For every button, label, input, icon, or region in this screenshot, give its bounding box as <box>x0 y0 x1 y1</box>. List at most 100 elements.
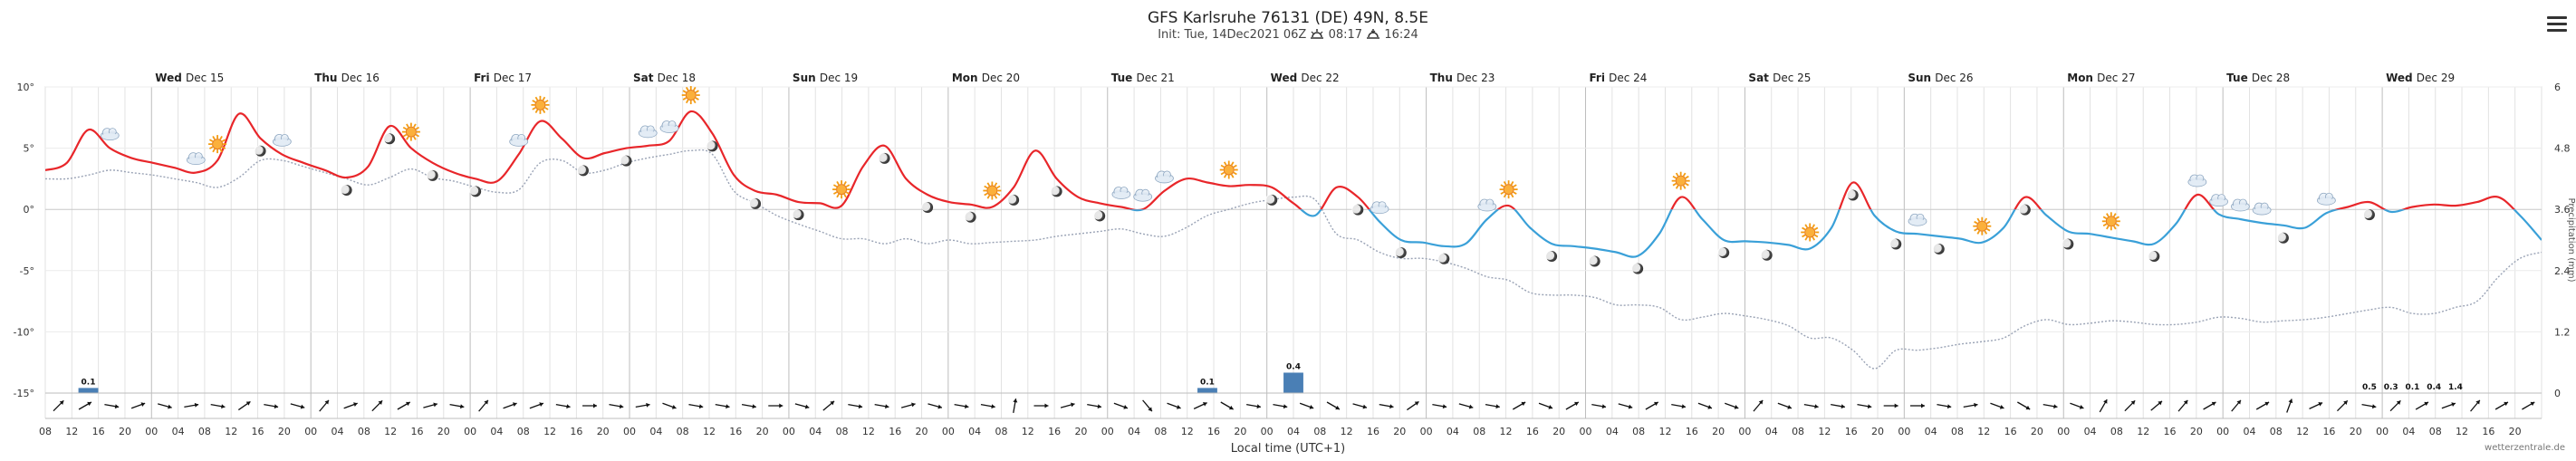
hour-tick-label: 04 <box>1287 426 1300 437</box>
hour-tick-label: 12 <box>225 426 237 437</box>
cloud-icon <box>2252 202 2272 216</box>
wind-arrow <box>2203 401 2216 410</box>
hour-tick-label: 08 <box>39 426 52 437</box>
wind-arrow <box>1591 403 1607 409</box>
wind-arrow <box>1803 403 1819 409</box>
hour-tick-label: 20 <box>437 426 450 437</box>
hour-tick-label: 16 <box>2164 426 2177 437</box>
wind-arrow <box>1990 402 2004 409</box>
day-label: Mon Dec 27 <box>2067 72 2135 84</box>
hour-tick-label: 20 <box>916 426 928 437</box>
cloud-icon <box>638 125 658 139</box>
precip-bar <box>1283 372 1303 393</box>
wind-arrow <box>371 399 383 412</box>
hour-tick-label: 00 <box>2376 426 2389 437</box>
hour-tick-label: 08 <box>1792 426 1804 437</box>
wind-arrow <box>2150 400 2163 411</box>
temperature-line-warm <box>45 110 2516 210</box>
sun-icon <box>1671 171 1690 190</box>
moon-icon <box>620 155 632 167</box>
wind-arrow <box>1432 403 1447 409</box>
day-label: Fri Dec 17 <box>474 72 532 84</box>
wind-arrow <box>1352 403 1368 409</box>
hour-tick-label: 00 <box>304 426 317 437</box>
wind-arrow <box>343 402 358 409</box>
hour-tick-label: 04 <box>649 426 662 437</box>
precip-label: 0.1 <box>82 378 96 387</box>
hour-tick-label: 20 <box>1712 426 1725 437</box>
wind-arrow <box>130 402 146 409</box>
hour-tick-label: 08 <box>2110 426 2123 437</box>
hour-tick-label: 20 <box>1234 426 1246 437</box>
hour-tick-label: 04 <box>172 426 185 437</box>
hour-tick-label: 04 <box>2243 426 2255 437</box>
wind-arrow <box>1831 403 1846 409</box>
moon-icon <box>1050 186 1062 197</box>
precip-label: 0.1 <box>2405 383 2419 392</box>
hour-tick-label: 12 <box>862 426 875 437</box>
hour-tick-label: 20 <box>1393 426 1406 437</box>
menu-icon[interactable] <box>2547 16 2567 33</box>
hour-tick-label: 08 <box>198 426 211 437</box>
hour-tick-label: 12 <box>384 426 397 437</box>
wind-arrow <box>2286 399 2293 413</box>
wind-arrow <box>954 403 969 409</box>
cloud-icon <box>100 128 120 141</box>
wind-arrow <box>1220 401 1234 410</box>
wind-arrow <box>2017 401 2031 410</box>
day-label: Wed Dec 15 <box>155 72 224 84</box>
hour-tick-label: 08 <box>995 426 1007 437</box>
cloud-icon <box>2187 174 2207 187</box>
wind-arrow <box>1193 402 1207 409</box>
wind-arrow <box>1273 403 1288 409</box>
moon-icon <box>1889 238 1902 250</box>
cloud-icon <box>1908 213 1927 226</box>
hour-tick-label: 08 <box>1473 426 1485 437</box>
hour-tick-label: 12 <box>2296 426 2309 437</box>
sunrise-time: 08:17 <box>1328 28 1363 42</box>
cloud-icon <box>659 120 679 133</box>
moon-icon <box>921 201 934 213</box>
wind-arrow <box>2361 403 2377 409</box>
y2-tick-label: 0 <box>2554 388 2561 399</box>
init-line: Init: Tue, 14Dec2021 06Z 08:17 16:24 <box>0 28 2576 42</box>
hour-tick-label: 12 <box>65 426 78 437</box>
wind-arrow <box>1777 402 1793 409</box>
hour-tick-label: 20 <box>2031 426 2043 437</box>
hour-tick-label: 08 <box>1632 426 1645 437</box>
y-tick-label: 5° <box>24 143 35 155</box>
wind-arrow <box>449 403 465 409</box>
hour-tick-label: 04 <box>2084 426 2097 437</box>
hour-tick-label: 08 <box>1313 426 1326 437</box>
moon-icon <box>1351 204 1364 216</box>
hour-tick-label: 08 <box>677 426 689 437</box>
hour-tick-label: 16 <box>2004 426 2017 437</box>
wind-arrow <box>1618 403 1633 409</box>
wind-arrow <box>1963 402 1978 408</box>
wind-arrow <box>1113 402 1129 409</box>
wind-arrow <box>1033 403 1049 408</box>
wind-arrow <box>478 399 489 412</box>
cloud-icon <box>509 133 529 147</box>
wind-arrow <box>1087 403 1102 409</box>
wind-arrow <box>980 403 995 409</box>
wind-arrow <box>582 403 598 408</box>
wind-arrow <box>1167 402 1181 409</box>
hour-tick-label: 16 <box>889 426 901 437</box>
hour-tick-label: 00 <box>623 426 636 437</box>
y2-tick-label: 3.6 <box>2554 204 2571 216</box>
wind-arrow <box>1060 402 1075 408</box>
wind-arrow <box>184 402 199 408</box>
wind-arrow <box>319 399 330 412</box>
cloud-icon <box>1155 170 1174 184</box>
hour-tick-label: 20 <box>1552 426 1565 437</box>
hour-tick-label: 00 <box>1261 426 1274 437</box>
wind-arrow <box>928 403 943 409</box>
wind-arrow <box>53 399 64 412</box>
hour-tick-label: 12 <box>2456 426 2468 437</box>
moon-icon <box>2148 251 2160 263</box>
temperature-line-cold <box>1127 209 2542 258</box>
wind-arrow <box>2043 403 2058 409</box>
day-label: Wed Dec 22 <box>1271 72 1340 84</box>
